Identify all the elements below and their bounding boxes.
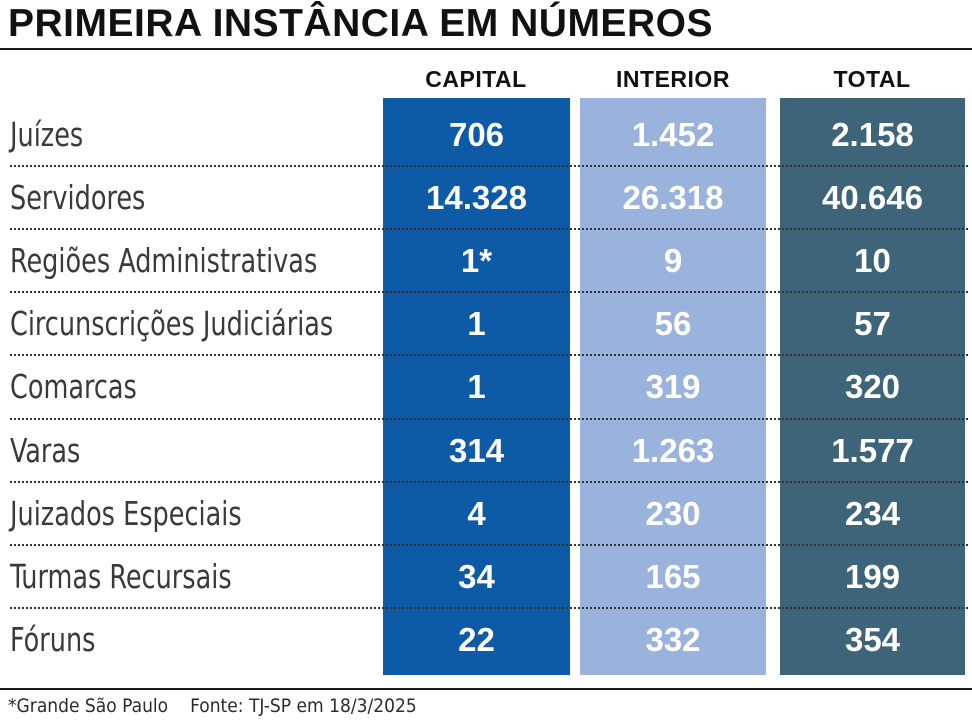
total-value: 10 <box>854 242 891 280</box>
column-header-interior: INTERIOR <box>616 66 730 92</box>
capital-value: 1 <box>467 305 486 343</box>
capital-value: 706 <box>448 116 505 153</box>
row-label: Circunscrições Judiciárias <box>10 304 334 344</box>
row-label: Turmas Recursais <box>10 556 232 596</box>
interior-value: 332 <box>645 620 701 658</box>
row-separator <box>10 165 968 168</box>
page-title: PRIMEIRA INSTÂNCIA EM NÚMEROS <box>8 2 713 45</box>
column-header-capital: CAPITAL <box>425 66 527 92</box>
table-row: Turmas Recursais 34 165 199 <box>0 545 972 608</box>
interior-value: 1.263 <box>631 431 715 469</box>
row-separator <box>10 354 968 357</box>
interior-value: 1.452 <box>631 116 715 153</box>
row-label: Varas <box>10 430 81 470</box>
capital-value: 14.328 <box>426 179 527 217</box>
total-value: 2.158 <box>831 116 914 153</box>
table-row: Servidores 14.328 26.318 40.646 <box>0 166 972 229</box>
capital-value: 1* <box>460 242 493 280</box>
total-value: 1.577 <box>831 431 914 469</box>
row-label: Servidores <box>10 178 146 218</box>
capital-value: 1 <box>467 368 486 406</box>
table-row: Circunscrições Judiciárias 1 56 57 <box>0 292 972 355</box>
capital-value: 314 <box>448 431 505 469</box>
column-header-total: TOTAL <box>833 66 911 92</box>
total-value: 320 <box>844 368 901 406</box>
row-label: Regiões Administrativas <box>10 241 318 281</box>
capital-column-background <box>383 98 570 675</box>
table-row: Comarcas 1 319 320 <box>0 355 972 418</box>
interior-value: 165 <box>645 557 701 595</box>
total-column-background <box>780 98 965 675</box>
interior-value: 56 <box>654 305 692 343</box>
row-separator <box>10 480 968 483</box>
capital-value: 4 <box>467 494 486 532</box>
footnote: *Grande São Paulo <box>8 695 169 717</box>
table-row: Varas 314 1.263 1.577 <box>0 419 972 482</box>
interior-value: 9 <box>663 242 683 280</box>
row-separator <box>10 543 968 546</box>
footer: *Grande São Paulo Fonte: TJ-SP em 18/3/20… <box>8 695 417 717</box>
interior-value: 26.318 <box>622 179 724 217</box>
footer-divider <box>0 688 972 690</box>
interior-column-background <box>580 98 766 675</box>
row-label: Juízes <box>10 115 84 154</box>
table-row: Regiões Administrativas 1* 9 10 <box>0 229 972 292</box>
total-value: 354 <box>844 620 901 658</box>
table-row: Juizados Especiais 4 230 234 <box>0 482 972 545</box>
row-label: Fóruns <box>10 619 96 659</box>
total-value: 57 <box>854 305 891 343</box>
row-separator <box>10 228 968 231</box>
source-note: Fonte: TJ-SP em 18/3/2025 <box>190 695 417 717</box>
row-label: Comarcas <box>10 367 137 407</box>
capital-value: 34 <box>458 557 495 595</box>
capital-value: 22 <box>458 620 495 658</box>
interior-value: 230 <box>645 494 701 532</box>
table-row: Fóruns 22 332 354 <box>0 608 972 671</box>
row-label: Juizados Especiais <box>10 493 242 533</box>
row-separator <box>10 417 968 420</box>
interior-value: 319 <box>645 368 701 406</box>
total-value: 40.646 <box>822 179 923 217</box>
table-row: Juízes 706 1.452 2.158 <box>0 103 972 166</box>
title-divider <box>0 48 972 50</box>
row-separator <box>10 291 968 294</box>
row-separator <box>10 606 968 609</box>
total-value: 234 <box>844 494 901 532</box>
total-value: 199 <box>844 557 901 595</box>
